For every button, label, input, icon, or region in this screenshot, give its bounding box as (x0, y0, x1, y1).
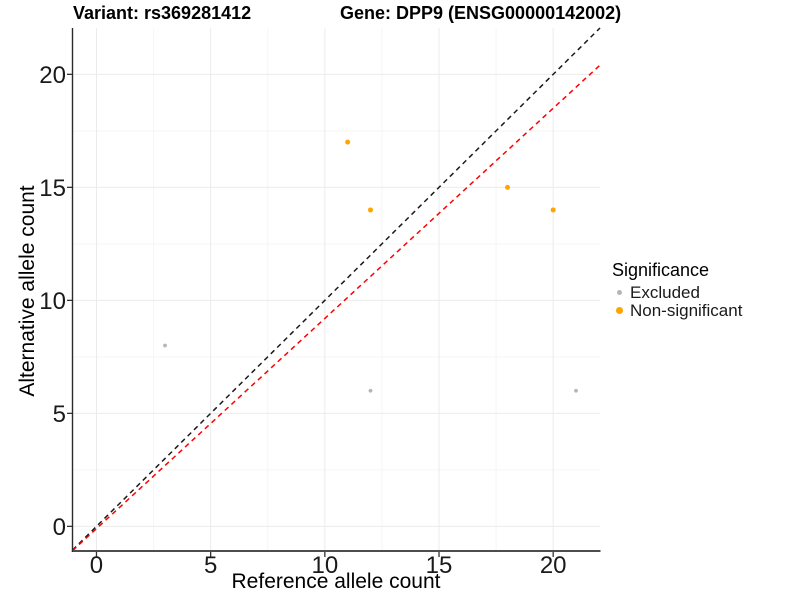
data-point-excluded (163, 343, 167, 348)
legend-key-dot (612, 289, 627, 296)
legend: Significance Excluded Non-significant (612, 260, 742, 320)
x-tick-label: 5 (204, 552, 217, 579)
legend-item-label: Excluded (630, 282, 700, 302)
x-axis-title: Reference allele count (231, 570, 441, 593)
x-tick-label: 15 (426, 552, 453, 579)
legend-items: Excluded Non-significant (612, 282, 743, 320)
y-axis-title: Alternative allele count (16, 185, 39, 397)
point-icon (616, 289, 623, 296)
data-point-excluded (574, 388, 578, 393)
y-tick-label: 10 (39, 288, 66, 315)
fitted-ratio-line (71, 64, 601, 552)
data-point-non-significant (550, 207, 556, 213)
plot-title-gene: Gene: DPP9 (ENSG00000142002) (340, 3, 622, 23)
x-tick-label: 20 (540, 552, 567, 579)
y-tick-label: 5 (53, 401, 66, 428)
legend-item-non-significant: Non-significant (612, 300, 743, 320)
legend-key-dot (612, 307, 627, 314)
legend-title: Significance (612, 260, 710, 280)
data-point-non-significant (345, 139, 351, 145)
x-tick-label: 10 (311, 552, 338, 579)
plot-title-variant: Variant: rs369281412 (73, 3, 252, 23)
y-tick-label: 20 (39, 62, 66, 89)
legend-item-excluded: Excluded (612, 282, 742, 302)
data-point-excluded (368, 388, 373, 393)
y-tick-label: 15 (39, 175, 66, 202)
identity-line (71, 27, 601, 551)
data-point-non-significant (368, 207, 374, 213)
plot-title: Variant: rs369281412 Gene: DPP9 (ENSG000… (0, 3, 800, 27)
data-point-non-significant (505, 184, 511, 190)
x-tick-label: 0 (90, 552, 103, 579)
point-icon (616, 307, 623, 314)
y-tick-label: 0 (53, 514, 66, 541)
legend-item-label: Non-significant (630, 300, 743, 320)
